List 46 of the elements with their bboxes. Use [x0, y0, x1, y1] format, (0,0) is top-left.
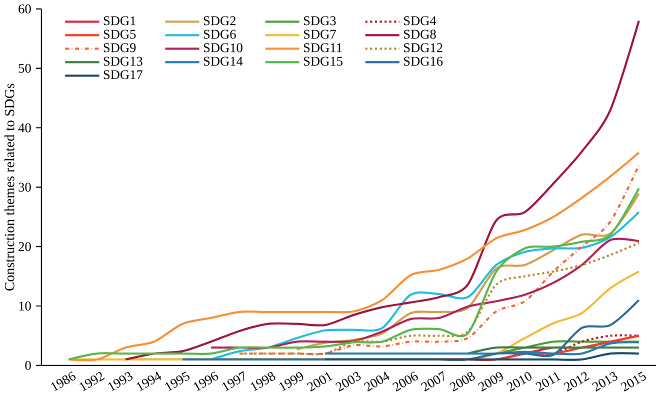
- x-tick-label: 1994: [136, 372, 162, 392]
- y-tick-label: 40: [18, 123, 31, 132]
- x-tick-label: 2009: [478, 372, 503, 392]
- x-tick-label: 1992: [80, 372, 105, 392]
- y-tick-label: 30: [18, 182, 31, 192]
- x-tick-label: 2001: [306, 372, 333, 392]
- legend-label: SDG1: [104, 16, 136, 26]
- x-tick-label: 2006: [392, 372, 418, 392]
- legend-label: SDG5: [104, 30, 136, 39]
- y-tick-label: 20: [18, 242, 31, 252]
- legend-label: SDG6: [204, 30, 236, 39]
- x-tick-label: 2004: [364, 372, 390, 392]
- y-tick-label: 60: [18, 4, 31, 14]
- legend-label: SDG16: [404, 56, 443, 66]
- x-tick-label: 2015: [620, 372, 646, 392]
- y-tick-label: 0: [25, 360, 31, 370]
- x-tick-label: 1999: [279, 372, 304, 392]
- x-tick-label: 1997: [222, 371, 244, 392]
- legend-label: SDG9: [104, 43, 136, 52]
- y-axis-title: Construction themes related to SDGs: [4, 84, 14, 291]
- x-tick-label: 1995: [165, 372, 190, 392]
- legend-label: SDG11: [304, 43, 342, 52]
- legend-label: SDG7: [304, 30, 336, 39]
- y-tick-label: 10: [19, 302, 31, 310]
- x-tick-label: 2010: [506, 372, 532, 392]
- x-tick-label: 2011: [535, 372, 561, 392]
- legend-label: SDG10: [204, 43, 242, 52]
- legend-label: SDG12: [404, 43, 442, 52]
- legend-label: SDG15: [304, 56, 342, 66]
- y-tick-label: 50: [18, 64, 31, 73]
- x-tick-label: 1993: [108, 372, 133, 392]
- x-tick-label: 1986: [51, 372, 76, 392]
- legend-label: SDG3: [304, 16, 336, 26]
- x-tick-label: 2008: [450, 372, 475, 392]
- x-tick-label: 2003: [335, 372, 361, 392]
- legend-label: SDG2: [204, 16, 236, 26]
- x-tick-label: 2007: [420, 371, 444, 392]
- x-tick-label: 2013: [592, 372, 618, 392]
- legend-label: SDG14: [204, 56, 243, 66]
- legend-label: SDG8: [404, 30, 436, 39]
- x-tick-label: 2012: [564, 372, 590, 392]
- x-tick-label: 1996: [194, 372, 218, 392]
- legend-label: SDG13: [104, 56, 142, 66]
- legend-label: SDG17: [104, 70, 142, 80]
- legend-label: SDG4: [404, 16, 436, 26]
- x-tick-label: 1998: [250, 372, 276, 392]
